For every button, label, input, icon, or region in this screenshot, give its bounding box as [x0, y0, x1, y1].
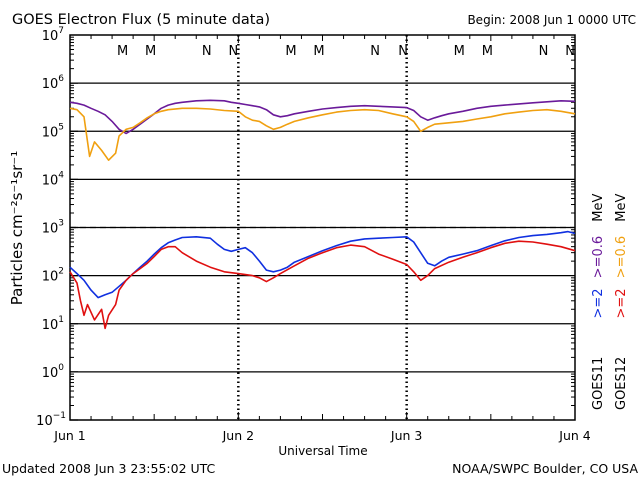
- unit-label-bottom: MeV: [614, 194, 629, 222]
- series-line-3: [69, 240, 576, 330]
- x-tick-label: Jun 3: [390, 428, 422, 443]
- y-tick-label: 10−1: [36, 411, 66, 429]
- marker-n-2: N: [202, 44, 212, 59]
- marker-m-4: M: [285, 44, 296, 59]
- grid-layer: [69, 35, 576, 421]
- marker-n-11: N: [565, 44, 575, 59]
- y-tick-exponent: 0: [58, 363, 64, 373]
- updated-time: Updated 2008 Jun 3 23:55:02 UTC: [2, 461, 216, 476]
- series-layer: [69, 99, 576, 330]
- unit-label-top: MeV: [591, 194, 606, 222]
- goes11-label: GOES11: [591, 357, 606, 410]
- marker-m-5: M: [313, 44, 324, 59]
- x-tick-label: Jun 2: [222, 428, 254, 443]
- begin-time: Begin: 2008 Jun 1 0000 UTC: [467, 13, 636, 27]
- y-tick-label: 101: [42, 315, 64, 333]
- right-legend-goes11: GOES11 >=2 >=0.6 MeV: [591, 194, 606, 410]
- y-tick-exponent: 3: [58, 219, 64, 229]
- y-tick-exponent: 6: [58, 74, 64, 84]
- x-tick-label: Jun 1: [53, 428, 85, 443]
- right-legend-goes12: GOES12 >=2 >=0.6 MeV: [614, 194, 629, 410]
- y-tick-exponent: 4: [58, 170, 64, 180]
- y-tick-exponent: −1: [53, 411, 66, 421]
- credit: NOAA/SWPC Boulder, CO USA: [452, 461, 638, 476]
- y-tick-exponent: 1: [58, 315, 64, 325]
- svg-text:GOES11 >=2 >=0: GOES11 >=2 >=0.6 MeV: [591, 194, 606, 410]
- series-line-1: [69, 107, 576, 161]
- x-axis-label: Universal Time: [278, 444, 367, 458]
- goes12-ge06-label: >=0.6: [614, 236, 629, 278]
- goes11-ge06-label: >=0.6: [591, 236, 606, 278]
- y-tick-label: 105: [42, 122, 64, 140]
- y-tick-label: 102: [42, 267, 64, 285]
- chart-title: GOES Electron Flux (5 minute data): [12, 12, 270, 28]
- marker-m-1: M: [145, 44, 156, 59]
- series-line-0: [69, 99, 576, 135]
- y-tick-label: 107: [42, 26, 64, 44]
- svg-text:GOES12 >=2 >=0: GOES12 >=2 >=0.6 MeV: [614, 194, 629, 410]
- marker-n-7: N: [398, 44, 408, 59]
- y-tick-label: 103: [42, 219, 64, 237]
- marker-m-9: M: [482, 44, 493, 59]
- y-tick-exponent: 2: [58, 267, 64, 277]
- marker-m-8: M: [454, 44, 465, 59]
- y-tick-label: 100: [42, 363, 65, 381]
- marker-n-10: N: [539, 44, 549, 59]
- y-tick-label: 104: [42, 170, 65, 188]
- x-tick-label: Jun 4: [558, 428, 591, 443]
- marker-n-3: N: [229, 44, 239, 59]
- y-tick-exponent: 5: [58, 122, 64, 132]
- goes12-label: GOES12: [614, 357, 629, 410]
- marker-m-0: M: [117, 44, 128, 59]
- y-tick-label: 106: [42, 74, 65, 92]
- marker-n-6: N: [370, 44, 380, 59]
- goes12-ge2-label: >=2: [614, 288, 629, 318]
- y-axis-label: Particles cm⁻²s⁻¹sr⁻¹: [8, 151, 26, 305]
- goes11-ge2-label: >=2: [591, 288, 606, 318]
- x-tick-labels: Jun 1 Jun 2 Jun 3 Jun 4: [53, 428, 591, 443]
- y-tick-exponent: 7: [58, 26, 64, 36]
